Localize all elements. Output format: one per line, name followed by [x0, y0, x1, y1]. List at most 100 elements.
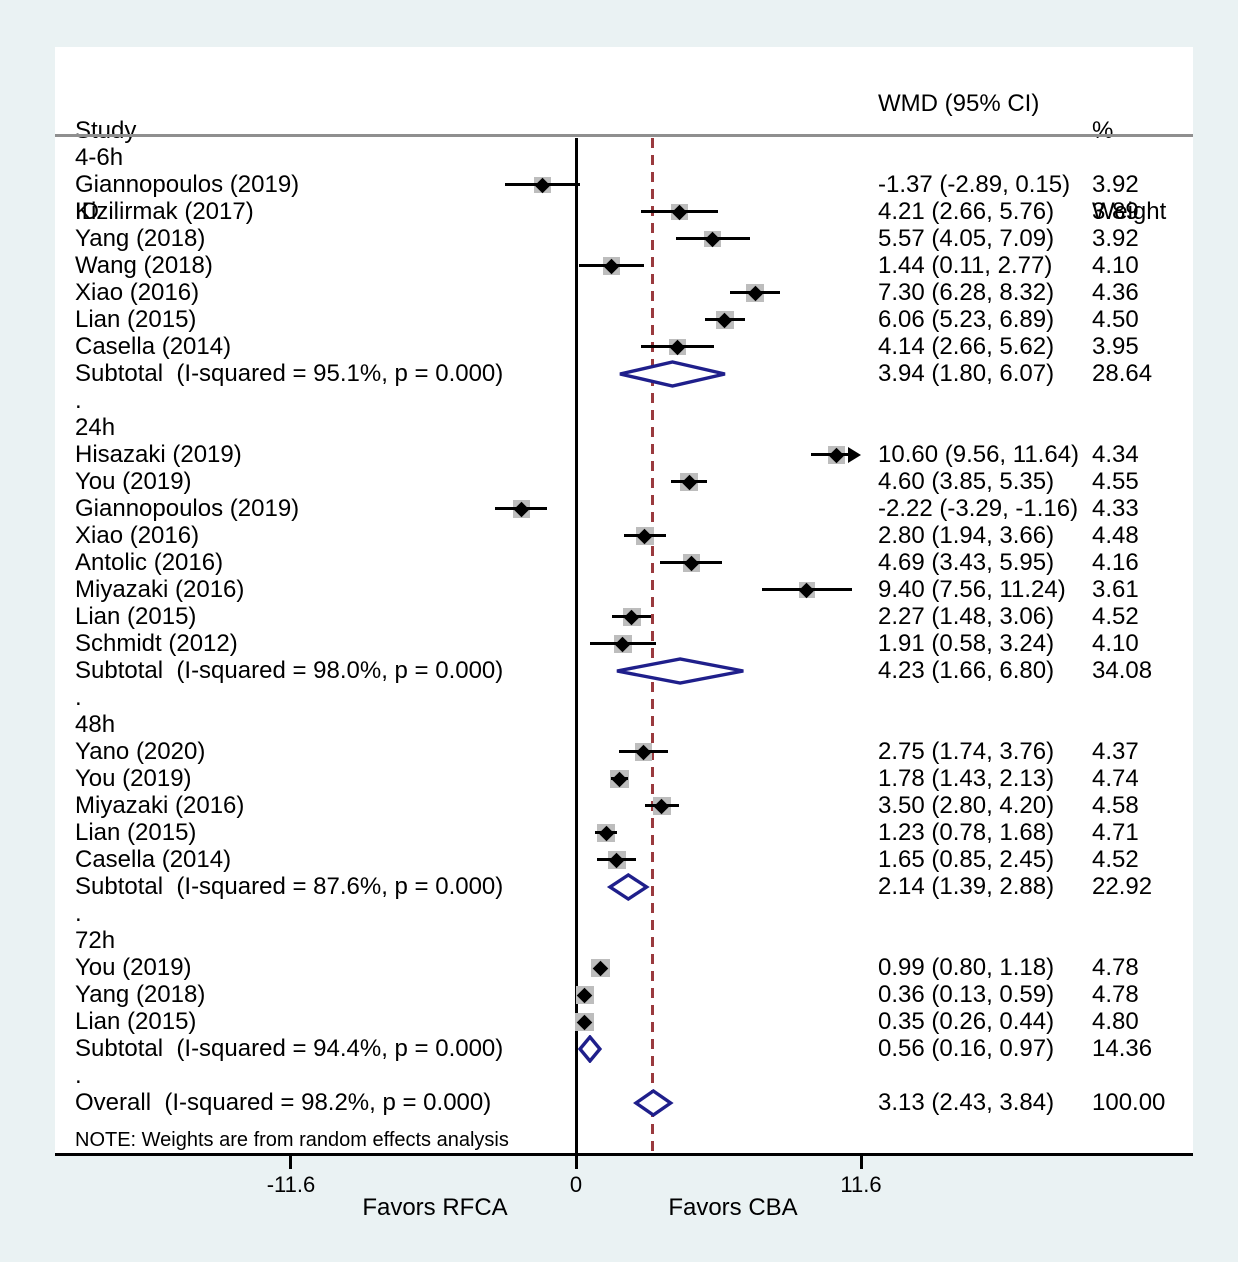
study-label: Xiao (2016) [75, 279, 200, 306]
subtotal-wmd-ci-value: 4.23 (1.66, 6.80) [878, 657, 1055, 684]
overall-label: Overall (I-squared = 98.2%, p = 0.000) [75, 1089, 492, 1116]
x-axis-tick-label: 0 [569, 1172, 583, 1197]
study-label: Miyazaki (2016) [75, 576, 245, 603]
wmd-ci-value: 0.36 (0.13, 0.59) [878, 981, 1055, 1008]
study-label: Hisazaki (2019) [75, 441, 242, 468]
wmd-ci-value: 9.40 (7.56, 11.24) [878, 576, 1066, 603]
study-label: Yano (2020) [75, 738, 206, 765]
plot-rows-layer: 4-6h Giannopoulos (2019) -1.37 (-2.89, 0.1… [55, 47, 1193, 1155]
wmd-ci-value: 4.69 (3.43, 5.95) [878, 549, 1055, 576]
weight-value: 3.89 [1092, 198, 1139, 225]
wmd-ci-value: 10.60 (9.56, 11.64) [878, 441, 1080, 468]
study-label: Wang (2018) [75, 252, 213, 279]
study-label: You (2019) [75, 954, 192, 981]
weight-value: 4.37 [1092, 738, 1139, 765]
study-label: Lian (2015) [75, 819, 197, 846]
weight-value: 4.55 [1092, 468, 1139, 495]
group-label: 4-6h [75, 144, 124, 171]
study-label: Antolic (2016) [75, 549, 224, 576]
study-label: Yang (2018) [75, 981, 206, 1008]
wmd-ci-value: -1.37 (-2.89, 0.15) [878, 171, 1071, 198]
wmd-ci-value: 0.35 (0.26, 0.44) [878, 1008, 1055, 1035]
overall-wmd-ci-value: 3.13 (2.43, 3.84) [878, 1089, 1055, 1116]
subtotal-label: Subtotal (I-squared = 87.6%, p = 0.000) [75, 873, 504, 900]
subtotal-weight-value: 14.36 [1092, 1035, 1153, 1062]
subtotal-weight-value: 22.92 [1092, 873, 1153, 900]
study-label: You (2019) [75, 468, 192, 495]
x-axis-tick [574, 1156, 578, 1169]
group-separator-dot: . [75, 1062, 82, 1089]
weight-value: 3.61 [1092, 576, 1139, 603]
wmd-ci-value: 3.50 (2.80, 4.20) [878, 792, 1055, 819]
wmd-ci-value: 4.14 (2.66, 5.62) [878, 333, 1055, 360]
weight-value: 4.36 [1092, 279, 1139, 306]
x-axis-tick [289, 1156, 293, 1169]
weight-value: 4.78 [1092, 954, 1139, 981]
weight-value: 4.34 [1092, 441, 1139, 468]
study-label: Lian (2015) [75, 603, 197, 630]
wmd-ci-value: 1.23 (0.78, 1.68) [878, 819, 1055, 846]
weight-value: 4.10 [1092, 252, 1139, 279]
group-label: 72h [75, 927, 116, 954]
column-header-study-line2: ID [75, 198, 99, 225]
x-axis-tick-label: 11.6 [840, 1172, 882, 1197]
study-label: Kizilirmak (2017) [75, 198, 254, 225]
weight-value: 4.80 [1092, 1008, 1139, 1035]
wmd-ci-value: 7.30 (6.28, 8.32) [878, 279, 1055, 306]
column-header-study-line1: Study [75, 117, 137, 144]
weight-value: 3.92 [1092, 171, 1139, 198]
study-label: Casella (2014) [75, 846, 232, 873]
group-label: 24h [75, 414, 116, 441]
subtotal-label: Subtotal (I-squared = 95.1%, p = 0.000) [75, 360, 504, 387]
study-label: Lian (2015) [75, 306, 197, 333]
overall-estimate-dashed-line [651, 138, 654, 1155]
column-header-percent-sign: % [1092, 117, 1114, 144]
weight-value: 4.52 [1092, 846, 1139, 873]
weight-value: 4.10 [1092, 630, 1139, 657]
study-label: Lian (2015) [75, 1008, 197, 1035]
x-axis-right-direction-label: Favors CBA [668, 1194, 798, 1221]
study-label: Miyazaki (2016) [75, 792, 245, 819]
wmd-ci-value: 5.57 (4.05, 7.09) [878, 225, 1055, 252]
subtotal-weight-value: 28.64 [1092, 360, 1153, 387]
group-separator-dot: . [75, 684, 82, 711]
subtotal-label: Subtotal (I-squared = 94.4%, p = 0.000) [75, 1035, 504, 1062]
wmd-ci-value: 4.21 (2.66, 5.76) [878, 198, 1055, 225]
study-label: Xiao (2016) [75, 522, 200, 549]
subtotal-diamond [577, 1035, 603, 1063]
weight-value: 4.74 [1092, 765, 1139, 792]
column-header-weight-label: Weight [1092, 198, 1167, 225]
column-header-study: Study ID [75, 63, 136, 279]
weight-value: 3.95 [1092, 333, 1139, 360]
wmd-ci-value: 6.06 (5.23, 6.89) [878, 306, 1055, 333]
weight-value: 4.50 [1092, 306, 1139, 333]
x-axis-tick-label: -11.6 [266, 1172, 316, 1197]
wmd-ci-value: 2.80 (1.94, 3.66) [878, 522, 1055, 549]
weight-value: 4.48 [1092, 522, 1139, 549]
wmd-ci-value: 1.65 (0.85, 2.45) [878, 846, 1055, 873]
subtotal-diamond [619, 360, 726, 388]
study-label: Casella (2014) [75, 333, 232, 360]
ci-clipped-arrow-icon [848, 447, 861, 463]
subtotal-diamond [607, 873, 650, 901]
subtotal-diamond [616, 657, 744, 685]
weight-value: 4.33 [1092, 495, 1139, 522]
overall-weight-value: 100.00 [1092, 1089, 1166, 1116]
study-label: Giannopoulos (2019) [75, 495, 300, 522]
subtotal-label: Subtotal (I-squared = 98.0%, p = 0.000) [75, 657, 504, 684]
subtotal-wmd-ci-value: 2.14 (1.39, 2.88) [878, 873, 1055, 900]
column-header-weight: % Weight [1092, 63, 1166, 279]
x-axis-tick [859, 1156, 863, 1169]
study-label: Schmidt (2012) [75, 630, 238, 657]
subtotal-wmd-ci-value: 3.94 (1.80, 6.07) [878, 360, 1055, 387]
study-label: You (2019) [75, 765, 192, 792]
wmd-ci-value: 2.75 (1.74, 3.76) [878, 738, 1055, 765]
zero-reference-line [575, 138, 578, 1155]
weight-value: 4.78 [1092, 981, 1139, 1008]
wmd-ci-value: 4.60 (3.85, 5.35) [878, 468, 1055, 495]
wmd-ci-value: 1.78 (1.43, 2.13) [878, 765, 1055, 792]
x-axis-left-direction-label: Favors RFCA [362, 1194, 508, 1221]
weight-value: 4.16 [1092, 549, 1139, 576]
header-rule [55, 134, 1193, 137]
